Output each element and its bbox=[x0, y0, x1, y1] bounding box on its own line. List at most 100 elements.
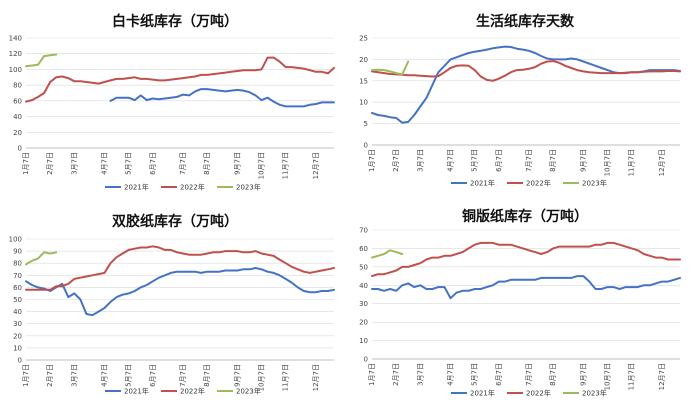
y-tick-label: 20 bbox=[359, 319, 368, 327]
x-tick-label: 1月7日 bbox=[368, 363, 376, 386]
legend-label: 2023年 bbox=[236, 387, 261, 396]
y-tick-label: 60 bbox=[359, 245, 368, 253]
y-tick-label: 0 bbox=[364, 142, 368, 150]
y-tick-label: 25 bbox=[359, 35, 368, 43]
x-tick-label: 4月7日 bbox=[447, 363, 455, 386]
x-tick-label: 2月7日 bbox=[392, 363, 400, 386]
y-tick-label: 20 bbox=[359, 56, 368, 64]
series-line-2 bbox=[25, 251, 58, 266]
y-tick-label: 40 bbox=[13, 308, 22, 316]
x-tick-label: 11月7日 bbox=[628, 149, 636, 176]
legend-label: 2022年 bbox=[526, 179, 551, 188]
y-tick-label: 30 bbox=[13, 320, 22, 328]
x-tick-label: 2月7日 bbox=[392, 149, 400, 172]
chart-panel-coated: 铜版纸库存（万吨） 0 10 20 30 40 50 60 70 1月7日 2月7日 3月7日 4月7… bbox=[350, 207, 700, 414]
x-tick-label: 6月7日 bbox=[149, 364, 157, 387]
series-line-1 bbox=[371, 241, 681, 278]
y-tick-label: 100 bbox=[9, 66, 22, 74]
series-line-0 bbox=[109, 88, 335, 108]
x-tick-label: 4月7日 bbox=[447, 149, 455, 172]
y-tick-label: 15 bbox=[359, 77, 368, 85]
series-line-0 bbox=[371, 275, 681, 300]
legend-label: 2021年 bbox=[470, 179, 495, 188]
y-tick-label: 30 bbox=[359, 300, 368, 308]
x-tick-label: 7月7日 bbox=[179, 364, 187, 387]
x-tick-label: 7月7日 bbox=[525, 363, 533, 386]
x-tick-label: 1月7日 bbox=[22, 364, 30, 387]
x-tick-label: 3月7日 bbox=[416, 149, 424, 172]
y-tick-label: 120 bbox=[9, 50, 22, 58]
x-tick-label: 11月7日 bbox=[282, 364, 290, 391]
y-tick-label: 5 bbox=[364, 120, 368, 128]
series-line-0 bbox=[371, 45, 681, 124]
x-tick-label: 12月7日 bbox=[658, 149, 666, 176]
x-tick-label: 7月7日 bbox=[179, 152, 187, 175]
legend-label: 2023年 bbox=[582, 179, 607, 188]
series-line-1 bbox=[25, 245, 335, 291]
chart-title: 双胶纸库存（万吨） bbox=[112, 213, 238, 230]
chart-panel-tissue: 生活纸库存天数 0 5 10 15 20 25 1月7日 2月7日 3月7日 4月7日 5月7日 6月… bbox=[350, 0, 700, 207]
x-tick-label: 9月7日 bbox=[579, 363, 587, 386]
y-tick-label: 10 bbox=[359, 99, 368, 107]
legend-label: 2021年 bbox=[470, 389, 495, 398]
y-tick-label: 10 bbox=[13, 344, 22, 352]
x-tick-label: 9月7日 bbox=[233, 152, 241, 175]
y-tick-label: 90 bbox=[13, 248, 22, 256]
y-tick-label: 50 bbox=[359, 263, 368, 271]
x-tick-label: 7月7日 bbox=[525, 149, 533, 172]
y-tick-label: 60 bbox=[13, 284, 22, 292]
legend-label: 2022年 bbox=[526, 389, 551, 398]
y-tick-label: 80 bbox=[13, 82, 22, 90]
x-tick-label: 11月7日 bbox=[628, 363, 636, 390]
x-tick-label: 8月7日 bbox=[203, 364, 211, 387]
x-tick-label: 10月7日 bbox=[604, 149, 612, 176]
chart-panel-offset: 双胶纸库存（万吨） 0 10 20 30 40 50 60 70 80 90 100 1月7日 2月7日… bbox=[0, 207, 350, 414]
x-tick-label: 1月7日 bbox=[22, 152, 30, 175]
chart-coated-paper-inventory: 铜版纸库存（万吨） 0 10 20 30 40 50 60 70 1月7日 2月7日 3月7日 4月7… bbox=[359, 208, 681, 398]
legend-label: 2021年 bbox=[124, 183, 149, 192]
x-tick-label: 2月7日 bbox=[46, 364, 54, 387]
y-tick-label: 40 bbox=[359, 282, 368, 290]
x-tick-label: 6月7日 bbox=[149, 152, 157, 175]
x-tick-label: 10月7日 bbox=[258, 364, 266, 391]
x-tick-label: 10月7日 bbox=[258, 152, 266, 179]
x-tick-label: 6月7日 bbox=[495, 149, 503, 172]
x-tick-label: 8月7日 bbox=[549, 149, 557, 172]
x-tick-label: 8月7日 bbox=[203, 152, 211, 175]
legend-label: 2023年 bbox=[582, 389, 607, 398]
series-line-1 bbox=[371, 60, 681, 82]
y-tick-label: 70 bbox=[13, 272, 22, 280]
x-tick-label: 12月7日 bbox=[312, 364, 320, 391]
y-tick-label: 40 bbox=[13, 113, 22, 121]
legend-label: 2021年 bbox=[124, 387, 149, 396]
chart-offset-paper-inventory: 双胶纸库存（万吨） 0 10 20 30 40 50 60 70 80 90 100 1月7日 2月7日… bbox=[9, 213, 335, 396]
legend-label: 2022年 bbox=[180, 183, 205, 192]
y-tick-label: 50 bbox=[13, 296, 22, 304]
x-tick-label: 8月7日 bbox=[549, 363, 557, 386]
series-line-2 bbox=[25, 53, 58, 68]
series-line-2 bbox=[371, 60, 410, 76]
chart-title: 铜版纸库存（万吨） bbox=[462, 208, 588, 225]
x-tick-label: 5月7日 bbox=[125, 364, 133, 387]
x-tick-label: 12月7日 bbox=[312, 152, 320, 179]
x-tick-label: 5月7日 bbox=[471, 149, 479, 172]
x-tick-label: 2月7日 bbox=[46, 152, 54, 175]
legend-label: 2023年 bbox=[236, 183, 261, 192]
y-tick-label: 0 bbox=[18, 357, 22, 365]
chart-tissue-inventory-days: 生活纸库存天数 0 5 10 15 20 25 1月7日 2月7日 3月7日 4月7日 5月7日 6月… bbox=[359, 13, 681, 188]
x-tick-label: 3月7日 bbox=[70, 364, 78, 387]
x-tick-label: 10月7日 bbox=[604, 363, 612, 390]
y-tick-label: 0 bbox=[364, 356, 368, 364]
x-tick-label: 12月7日 bbox=[658, 363, 666, 390]
chart-title: 生活纸库存天数 bbox=[476, 13, 575, 30]
y-tick-label: 80 bbox=[13, 260, 22, 268]
legend-label: 2022年 bbox=[180, 387, 205, 396]
series-line-2 bbox=[371, 249, 404, 259]
y-tick-label: 0 bbox=[18, 145, 22, 153]
y-tick-label: 20 bbox=[13, 129, 22, 137]
x-tick-label: 11月7日 bbox=[282, 152, 290, 179]
y-tick-label: 100 bbox=[9, 236, 22, 244]
x-tick-label: 1月7日 bbox=[368, 149, 376, 172]
y-tick-label: 10 bbox=[359, 337, 368, 345]
y-tick-label: 60 bbox=[13, 97, 22, 105]
